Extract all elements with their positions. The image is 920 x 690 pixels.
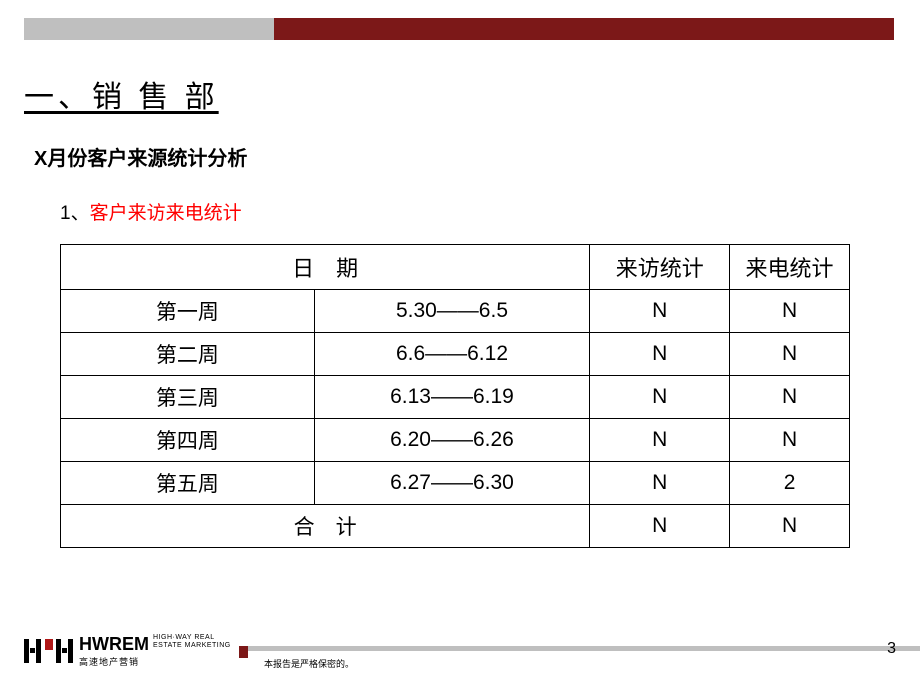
cell-week: 第三周 <box>61 376 315 419</box>
logo-text: HWREM HIGH·WAY REAL ESTATE MARKETING 高速地… <box>79 634 231 668</box>
stat-heading-text: 客户来访来电统计 <box>90 203 242 224</box>
col-visit-header: 来访统计 <box>590 245 730 290</box>
cell-call: N <box>730 376 850 419</box>
table-row: 第四周 6.20——6.26 N N <box>61 419 850 462</box>
cell-total-call: N <box>730 505 850 548</box>
cell-total-label: 合 计 <box>61 505 590 548</box>
cell-date: 6.6——6.12 <box>314 333 590 376</box>
table-total-row: 合 计 N N <box>61 505 850 548</box>
section-title: 一、销 售 部 <box>24 72 219 116</box>
logo-icon <box>24 639 73 663</box>
cell-total-visit: N <box>590 505 730 548</box>
table-row: 第一周 5.30——6.5 N N <box>61 290 850 333</box>
cell-call: 2 <box>730 462 850 505</box>
cell-week: 第五周 <box>61 462 315 505</box>
footer-accent-maroon <box>239 646 248 658</box>
cell-date: 5.30——6.5 <box>314 290 590 333</box>
subtitle: X月份客户来源统计分析 <box>34 142 247 171</box>
page-number: 3 <box>887 640 896 658</box>
cell-week: 第一周 <box>61 290 315 333</box>
header-bar-gray <box>24 18 274 40</box>
cell-visit: N <box>590 462 730 505</box>
brand-logo: HWREM HIGH·WAY REAL ESTATE MARKETING 高速地… <box>24 634 231 668</box>
stat-heading-prefix: 1、 <box>60 203 90 224</box>
brand-tagline-1: HIGH·WAY REAL <box>153 634 231 642</box>
cell-date: 6.13——6.19 <box>314 376 590 419</box>
cell-week: 第二周 <box>61 333 315 376</box>
brand-cn: 高速地产营销 <box>79 655 231 668</box>
cell-week: 第四周 <box>61 419 315 462</box>
table-header-row: 日 期 来访统计 来电统计 <box>61 245 850 290</box>
cell-visit: N <box>590 290 730 333</box>
table-row: 第五周 6.27——6.30 N 2 <box>61 462 850 505</box>
table-row: 第二周 6.6——6.12 N N <box>61 333 850 376</box>
table-row: 第三周 6.13——6.19 N N <box>61 376 850 419</box>
cell-call: N <box>730 333 850 376</box>
cell-visit: N <box>590 376 730 419</box>
cell-date: 6.20——6.26 <box>314 419 590 462</box>
footer: HWREM HIGH·WAY REAL ESTATE MARKETING 高速地… <box>24 620 896 668</box>
col-call-header: 来电统计 <box>730 245 850 290</box>
footer-note: 本报告是严格保密的。 <box>264 657 354 670</box>
cell-date: 6.27——6.30 <box>314 462 590 505</box>
header-bar <box>24 18 896 40</box>
col-date-header: 日 期 <box>61 245 590 290</box>
stats-table: 日 期 来访统计 来电统计 第一周 5.30——6.5 N N 第二周 6.6—… <box>60 244 850 548</box>
footer-accent-gray <box>248 646 920 651</box>
brand-main: HWREM <box>79 634 149 655</box>
brand-tagline-2: ESTATE MARKETING <box>153 642 231 650</box>
cell-visit: N <box>590 419 730 462</box>
stat-heading: 1、客户来访来电统计 <box>60 198 242 225</box>
header-bar-maroon <box>274 18 894 40</box>
cell-visit: N <box>590 333 730 376</box>
cell-call: N <box>730 419 850 462</box>
cell-call: N <box>730 290 850 333</box>
